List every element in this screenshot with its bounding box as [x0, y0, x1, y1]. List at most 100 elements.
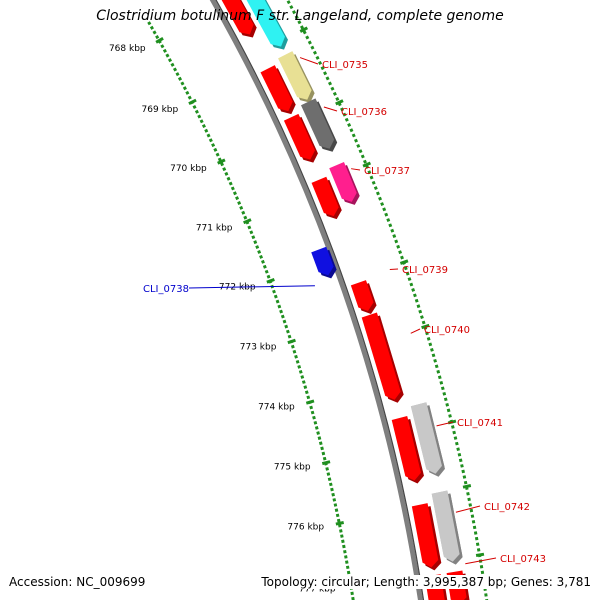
gene-label[interactable]: CLI_0741: [457, 418, 503, 429]
outer-ruler-tick: [367, 170, 372, 175]
outer-ruler-tick: [466, 492, 470, 496]
outer-ruler-tick: [446, 408, 451, 413]
outer-ruler-tick: [430, 347, 434, 352]
gene-label[interactable]: CLI_0736: [341, 107, 387, 118]
inner-ruler-tick: [332, 498, 337, 502]
outer-ruler-tick: [449, 419, 454, 424]
inner-ruler-tick: [279, 309, 283, 314]
gene-feature: [329, 162, 357, 202]
outer-ruler-tick: [360, 154, 365, 159]
inner-ruler-tick: [303, 385, 308, 390]
outer-ruler-tick: [413, 293, 417, 298]
gene-label-leader: [465, 557, 497, 565]
outer-ruler-tick: [380, 202, 385, 206]
outer-ruler-tick: [390, 228, 395, 233]
inner-ruler-tick: [336, 518, 341, 523]
outer-ruler-tick: [358, 149, 363, 154]
inner-ruler-tick: [280, 314, 285, 319]
gene-feature: [300, 98, 335, 149]
inner-ruler-tick: [335, 513, 340, 518]
inner-ruler-tick: [318, 441, 323, 446]
cds-feature: [260, 65, 293, 112]
inner-ruler-tick: [192, 105, 197, 110]
outer-ruler-tick: [312, 50, 318, 55]
outer-ruler-tick: [437, 375, 442, 380]
outer-major-tick: [362, 161, 372, 168]
inner-ruler-tick: [201, 124, 206, 129]
inner-ruler-tick: [226, 176, 231, 181]
outer-ruler-tick: [463, 480, 468, 485]
inner-ruler-tick: [344, 555, 348, 559]
outer-ruler-tick: [351, 133, 356, 138]
outer-ruler-tick: [375, 191, 380, 196]
inner-ruler-tick: [312, 415, 316, 420]
inner-ruler-tick: [327, 477, 332, 482]
gene-label[interactable]: CLI_0742: [484, 502, 530, 513]
outer-ruler-tick: [421, 320, 426, 325]
kbp-tick-label: 770 kbp: [170, 164, 207, 174]
inner-ruler-tick: [253, 240, 258, 245]
inner-ruler-tick: [162, 48, 167, 53]
kbp-major-tick: [335, 521, 345, 526]
inner-ruler-tick: [292, 349, 297, 354]
inner-ruler-tick: [208, 138, 213, 143]
outer-ruler-tick: [476, 548, 481, 552]
outer-ruler-tick: [477, 553, 482, 558]
inner-ruler-tick: [301, 380, 306, 384]
cds-feature: [283, 113, 315, 160]
backbone-line: [209, 0, 423, 600]
gene-feature-silver: [431, 490, 460, 562]
gene-label-leader: [436, 421, 454, 427]
outer-ruler-tick: [442, 391, 447, 396]
inner-ruler-tick: [187, 95, 192, 100]
inner-ruler-tick: [243, 215, 248, 220]
inner-ruler-tick: [325, 467, 329, 471]
inner-ruler-tick: [160, 44, 165, 49]
outer-ruler-tick: [332, 91, 337, 96]
inner-ruler-tick: [222, 167, 227, 172]
outer-ruler-tick: [402, 261, 406, 265]
kbp-major-tick: [305, 399, 315, 405]
outer-ruler-tick: [310, 45, 315, 50]
gene-label[interactable]: CLI_0740: [424, 325, 470, 336]
outer-ruler-tick: [337, 102, 342, 107]
inner-ruler-tick: [177, 76, 183, 81]
inner-ruler-tick: [314, 426, 319, 430]
outer-ruler-tick: [394, 239, 399, 244]
inner-ruler-tick: [342, 544, 346, 549]
outer-ruler-tick: [411, 288, 416, 292]
gene-feature-minus: [311, 246, 334, 276]
kbp-major-tick: [287, 338, 296, 345]
inner-ruler-tick: [294, 354, 298, 359]
inner-ruler-tick: [284, 324, 289, 329]
outer-ruler-tick: [462, 475, 467, 479]
inner-ruler-tick: [175, 72, 180, 77]
gene-label[interactable]: CLI_0739: [402, 265, 448, 276]
gene-label-leader: [188, 285, 315, 289]
inner-ruler-tick: [259, 254, 263, 259]
outer-ruler-tick: [320, 66, 325, 71]
outer-ruler-tick: [286, 0, 291, 5]
inner-ruler-tick: [172, 67, 178, 72]
outer-ruler-tick: [414, 298, 419, 303]
gene-label[interactable]: CLI_0737: [364, 166, 410, 177]
gene-feature-silver: [410, 402, 442, 474]
outer-ruler-tick: [434, 364, 439, 369]
outer-ruler-tick: [325, 76, 330, 81]
gene-label-leader: [299, 57, 319, 65]
gene-label-leader: [351, 168, 361, 171]
gene-label[interactable]: CLI_0738: [143, 284, 189, 295]
inner-ruler-tick: [306, 395, 311, 400]
inner-ruler-tick: [247, 225, 252, 230]
outer-ruler-tick: [342, 112, 347, 117]
gene-feature-top: [246, 0, 285, 47]
gene-label[interactable]: CLI_0743: [500, 554, 546, 565]
kbp-major-tick: [155, 37, 164, 44]
inner-ruler-tick: [282, 319, 287, 324]
outer-ruler-tick: [297, 20, 302, 25]
outer-ruler-tick: [473, 531, 478, 535]
inner-ruler-tick: [321, 451, 326, 456]
kbp-tick-label: 771 kbp: [196, 223, 233, 233]
gene-label[interactable]: CLI_0735: [322, 60, 368, 71]
